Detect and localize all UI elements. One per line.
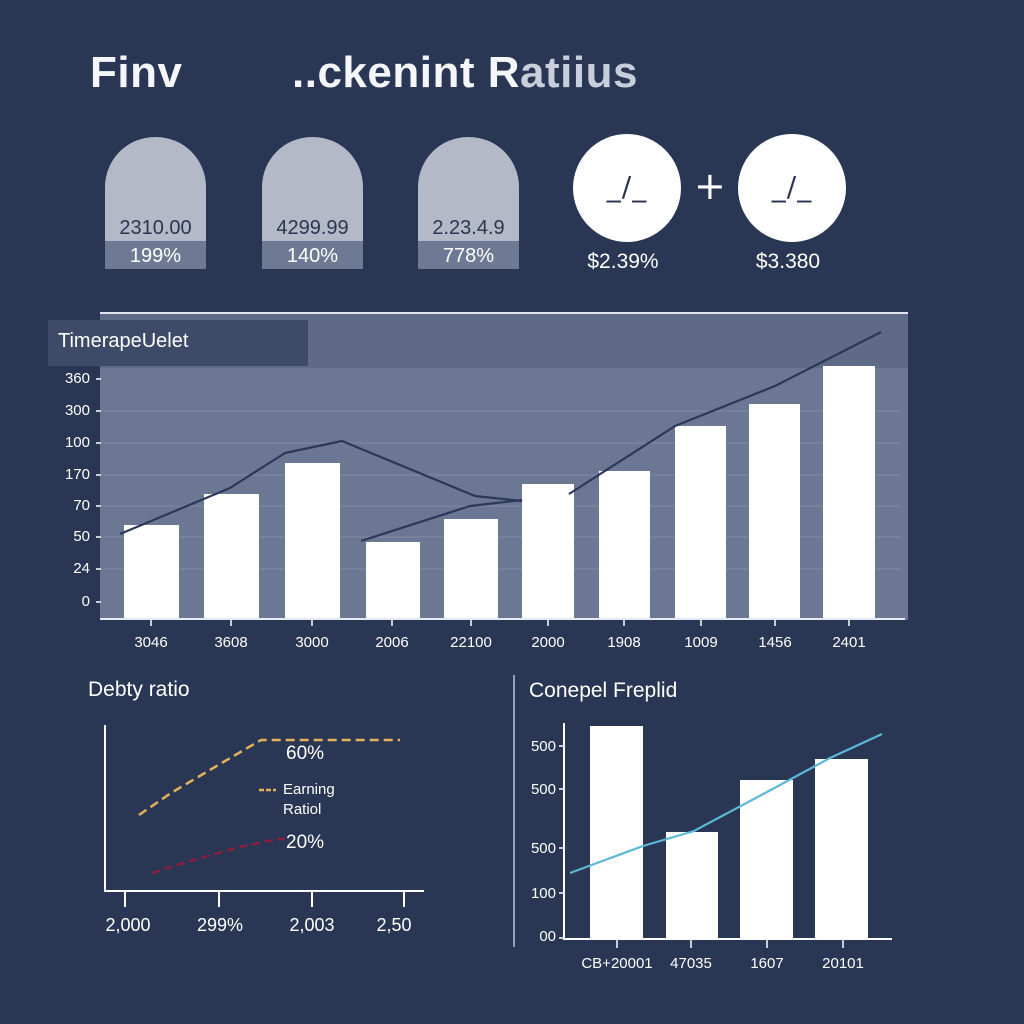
- x-tick: 1908: [607, 634, 641, 651]
- x-tick: 2000: [531, 634, 565, 651]
- metric-circle-2[interactable]: _/_: [738, 134, 846, 242]
- x-tick: 22100: [450, 634, 492, 651]
- x-tick: 3000: [295, 634, 329, 651]
- y-tick: 500: [530, 781, 556, 798]
- kpi-value: 2.23.4.9: [432, 217, 505, 239]
- y-tick: 360: [64, 370, 90, 387]
- metric-label-1: $2.39%: [587, 250, 659, 273]
- kpi-value: 4299.99: [276, 217, 349, 239]
- y-tick: 00: [539, 928, 556, 945]
- y-tick: 300: [64, 402, 90, 419]
- kpi-percent: 199%: [105, 241, 206, 269]
- debt-ratio-title: Debty ratio: [88, 678, 190, 701]
- y-tick: 500: [530, 840, 556, 857]
- kpi-card-2[interactable]: 4299.99 140%: [262, 137, 363, 269]
- x-tick: 20101: [822, 955, 864, 972]
- title-bright: ..ckenint R: [292, 48, 520, 97]
- app-title-left: Finv: [90, 48, 183, 97]
- y-tick: 500: [530, 738, 556, 755]
- x-tick: 2,000: [105, 915, 151, 935]
- plus-icon: +: [694, 164, 726, 208]
- chart-title-box: [48, 320, 308, 366]
- ratio-icon: _/_: [606, 170, 648, 203]
- y-tick: 70: [73, 497, 90, 514]
- y-tick: 0: [81, 593, 90, 610]
- x-tick: 2,50: [376, 915, 412, 935]
- x-tick: 1607: [750, 955, 784, 972]
- panel-edge: [908, 312, 912, 620]
- y-tick: 170: [64, 466, 90, 483]
- x-tick: 3608: [214, 634, 248, 651]
- app-title-right: ..ckenint Ratiius: [292, 48, 638, 98]
- annotation-60: 60%: [286, 743, 325, 764]
- ratio-icon: _/_: [771, 170, 813, 203]
- annotation-20: 20%: [286, 832, 325, 853]
- kpi-value: 2310.00: [119, 217, 192, 239]
- x-tick: 3046: [134, 634, 168, 651]
- title-dim: atiius: [520, 48, 638, 97]
- x-tick: CB+20001: [581, 955, 653, 972]
- kpi-card-1[interactable]: 2310.00 199%: [105, 137, 206, 269]
- main-chart-title: TimerapeUelet: [58, 330, 189, 352]
- x-tick: 1456: [758, 634, 792, 651]
- metric-label-2: $3.380: [755, 250, 821, 273]
- x-tick: 2,003: [289, 915, 335, 935]
- x-tick: 1009: [684, 634, 718, 651]
- kpi-percent: 140%: [262, 241, 363, 269]
- y-tick: 50: [73, 528, 90, 545]
- x-tick: 2401: [832, 634, 866, 651]
- y-tick: 100: [64, 434, 90, 451]
- metric-circle-1[interactable]: _/_: [573, 134, 681, 242]
- x-tick: 47035: [670, 955, 712, 972]
- y-tick: 24: [73, 560, 90, 577]
- legend-earning-ratio: Earning Ratiol: [283, 781, 335, 818]
- x-tick: 299%: [196, 915, 244, 935]
- x-tick: 2006: [375, 634, 409, 651]
- conepel-title: Conepel Freplid: [529, 679, 678, 702]
- y-tick: 100: [530, 885, 556, 902]
- kpi-card-3[interactable]: 2.23.4.9 778%: [418, 137, 519, 269]
- kpi-percent: 778%: [418, 241, 519, 269]
